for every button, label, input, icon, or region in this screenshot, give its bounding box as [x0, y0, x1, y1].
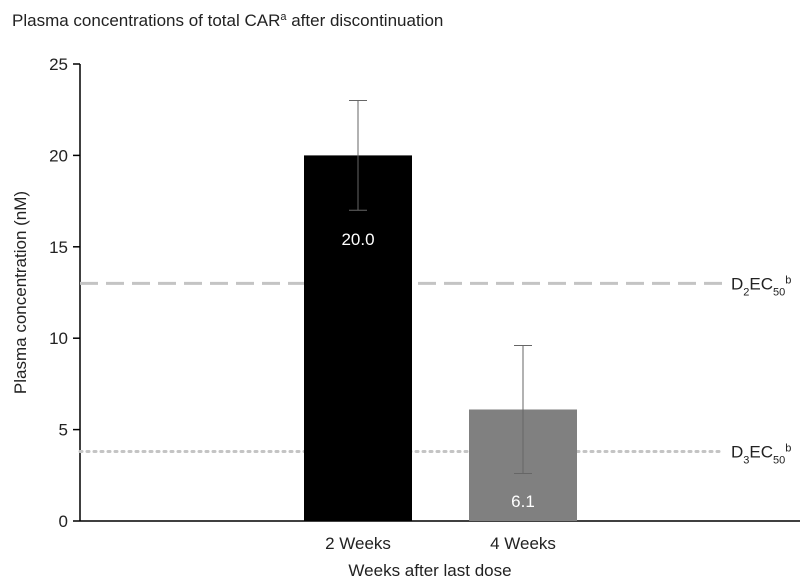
reference-label-part: EC [749, 443, 773, 462]
reference-label-part: EC [749, 274, 773, 293]
reference-label-part: D [731, 443, 743, 462]
reference-label-part: 3 [743, 455, 749, 467]
x-axis-label: Weeks after last dose [348, 561, 511, 580]
chart-title-part: after discontinuation [286, 11, 443, 30]
reference-label-part: 50 [773, 286, 785, 298]
y-tick-label: 5 [59, 421, 68, 440]
reference-label-part: b [785, 274, 791, 286]
chart-title: Plasma concentrations of total CARa afte… [12, 11, 443, 30]
reference-label-part: 2 [743, 286, 749, 298]
value-label: 20.0 [341, 230, 374, 249]
error-bar [349, 100, 367, 211]
chart-title-part: Plasma concentrations of total CAR [12, 11, 280, 30]
y-tick-label: 20 [49, 146, 68, 165]
reference-label-part: D [731, 274, 743, 293]
x-tick-label: 4 Weeks [490, 534, 556, 553]
y-tick-label: 25 [49, 55, 68, 74]
y-tick-label: 0 [59, 512, 68, 531]
bar [304, 155, 412, 521]
y-axis-label: Plasma concentration (nM) [11, 191, 30, 394]
reference-label: D2EC50b [731, 274, 791, 298]
error-bar [514, 345, 532, 474]
reference-label: D3EC50b [731, 443, 791, 467]
y-tick-label: 15 [49, 238, 68, 257]
chart-title-part: a [280, 11, 287, 23]
value-label: 6.1 [511, 492, 535, 511]
x-tick-label: 2 Weeks [325, 534, 391, 553]
y-tick-label: 10 [49, 329, 68, 348]
reference-label-part: b [785, 443, 791, 455]
reference-label-part: 50 [773, 455, 785, 467]
